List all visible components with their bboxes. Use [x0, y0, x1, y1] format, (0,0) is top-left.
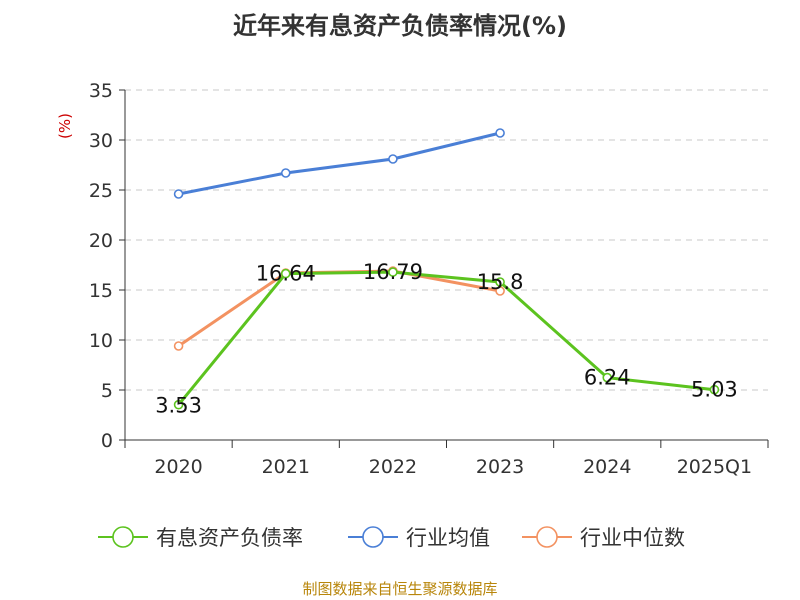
- series-line: [177, 270, 715, 406]
- data-point: [280, 268, 291, 279]
- y-tick-label: 10: [89, 330, 113, 352]
- data-point: [495, 277, 505, 287]
- legend-label: 行业中位数: [580, 526, 685, 550]
- x-tick-label: 2025Q1: [677, 456, 752, 478]
- legend: 有息资产负债率 行业均值 行业中位数: [98, 526, 685, 550]
- x-tick-label: 2023: [476, 456, 524, 478]
- grid-lines: [125, 89, 768, 391]
- data-point: [388, 267, 398, 277]
- axes: 0 5 10 15 20 25 30 35 (%) 2020 2021 2022 2023 2024 202…: [56, 80, 769, 478]
- series-line: [178, 131, 501, 196]
- data-point: [602, 372, 613, 383]
- y-tick-label: 0: [101, 430, 113, 452]
- data-point: [388, 154, 398, 164]
- y-tick-label: 30: [89, 130, 113, 152]
- x-tick-label: 2024: [583, 456, 631, 478]
- data-point: [173, 341, 184, 351]
- y-tick-label: 5: [101, 380, 113, 402]
- legend-label: 行业均值: [406, 526, 490, 550]
- data-point: [495, 128, 505, 138]
- legend-marker: [112, 526, 134, 548]
- data-label: 5.03: [691, 378, 738, 402]
- data-label: 16.79: [363, 260, 423, 284]
- y-tick-label: 15: [89, 280, 113, 302]
- chart-title: 近年来有息资产负债率情况(%): [233, 12, 567, 40]
- data-label: 6.24: [584, 366, 631, 390]
- source-note: 制图数据来自恒生聚源数据库: [302, 580, 498, 598]
- data-labels: 3.53 16.64 16.79 15.8 6.24 5.03: [155, 260, 738, 418]
- x-tick-label: 2021: [262, 456, 310, 478]
- legend-marker: [362, 526, 384, 548]
- x-tick-label: 2022: [369, 456, 417, 478]
- series-layer: [173, 128, 720, 410]
- data-point: [173, 189, 184, 199]
- legend-marker: [536, 526, 558, 548]
- data-label: 16.64: [256, 262, 316, 286]
- y-tick-label: 25: [89, 180, 113, 202]
- series-line: [177, 269, 501, 348]
- data-label: 3.53: [155, 394, 202, 418]
- y-tick-label: 35: [89, 80, 113, 102]
- data-point: [280, 168, 291, 178]
- data-point: [173, 399, 184, 410]
- data-point: [709, 384, 720, 395]
- data-point: [495, 286, 505, 296]
- data-label: 15.8: [477, 270, 524, 294]
- y-axis-label: (%): [56, 113, 74, 139]
- y-tick-label: 20: [89, 230, 113, 252]
- legend-label: 有息资产负债率: [156, 526, 303, 550]
- x-tick-label: 2020: [154, 456, 202, 478]
